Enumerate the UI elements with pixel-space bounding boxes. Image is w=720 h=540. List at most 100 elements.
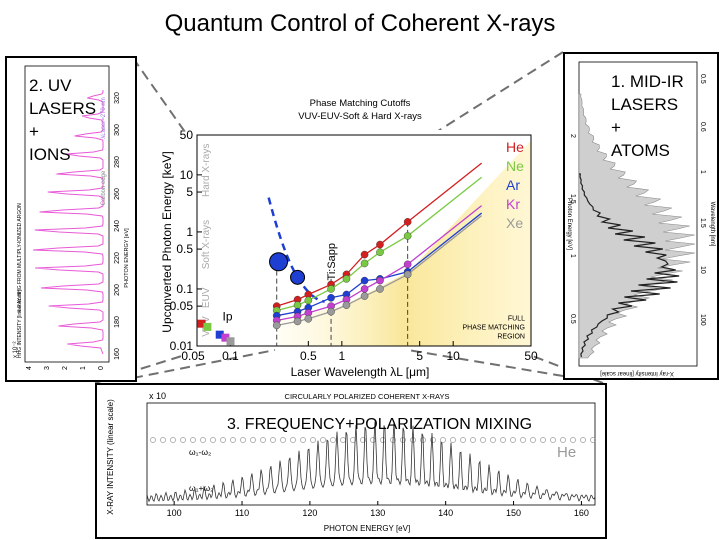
- legend-entry: Kr: [506, 196, 520, 212]
- ir-ylabel: X-ray Intensity [linear scale]: [600, 370, 674, 376]
- ip-marker: [226, 337, 235, 346]
- mix-tick-label: 140: [438, 508, 453, 518]
- polarization-marker: [430, 437, 436, 443]
- uv-tick-label: 320: [114, 92, 121, 104]
- tisapp-label: Ti:Sapp: [326, 243, 338, 281]
- uv-spectrum: 160 180 200 220 240 260 280 300 320 0 1 2 3 4 x 10⁻² PH…: [13, 65, 130, 370]
- polarization-marker: [360, 437, 366, 443]
- uv-plot-frame: [24, 65, 110, 363]
- uv-tick-label: 180: [114, 316, 121, 328]
- ir-right-tick-label: 10: [699, 266, 706, 274]
- region-note: REGION: [497, 333, 525, 340]
- polarization-marker: [180, 437, 186, 443]
- polarization-marker: [530, 437, 536, 443]
- ip-marker: [221, 333, 230, 342]
- uv-ytick-label: 4: [26, 366, 33, 370]
- mix-tick-label: 100: [167, 508, 182, 518]
- large-marker: [269, 252, 289, 272]
- region-label: EUV: [201, 287, 212, 308]
- ir-tick-label: 0.5: [569, 314, 576, 324]
- data-point: [327, 307, 335, 316]
- ir-spectrum: 0.5 1 1.5 2 0.5 0.6 1 1.5 10 100 Photon Energy [eV…: [566, 61, 715, 376]
- mix-tick-label: 160: [574, 508, 589, 518]
- label-line: ATOMS: [611, 141, 670, 160]
- data-point: [360, 292, 369, 300]
- chart-title: Phase Matching Cutoffs: [310, 98, 411, 109]
- data-point: [360, 250, 369, 259]
- polarization-marker: [210, 437, 216, 443]
- ir-tick-label: 2: [569, 134, 576, 138]
- polarization-marker: [520, 437, 526, 443]
- phase-matching-region: [276, 140, 531, 346]
- data-point: [304, 314, 313, 323]
- mix-exponent: x 10: [149, 391, 166, 401]
- y-tick-label: 10: [180, 168, 194, 182]
- ip-marker: [197, 319, 206, 328]
- data-point: [327, 293, 335, 302]
- mix-tick-label: 130: [370, 508, 385, 518]
- polarization-marker: [540, 437, 546, 443]
- y-axis-label: Upconverted Photon Energy [keV]: [160, 151, 174, 332]
- data-point: [293, 317, 302, 326]
- data-point: [403, 218, 412, 226]
- label-line: IONS: [29, 145, 71, 164]
- polarization-marker: [500, 437, 506, 443]
- y-tick-label: 0.01: [170, 339, 194, 353]
- polarization-marker: [240, 437, 246, 443]
- polarization-marker: [440, 437, 446, 443]
- uv-ytick-label: 1: [80, 366, 87, 370]
- polarization-marker: [320, 437, 326, 443]
- region-note: PHASE MATCHING: [463, 324, 526, 331]
- mix-plot-title: CIRCULARLY POLARIZED COHERENT X-RAYS: [285, 392, 450, 401]
- data-point: [376, 240, 384, 249]
- uv-tick-label: 160: [114, 348, 121, 360]
- ir-right-label: Wavelength [nm]: [709, 202, 715, 247]
- label-line: +: [29, 122, 39, 141]
- mixing-spectrum: CIRCULARLY POLARIZED COHERENT X-RAYS x 10…: [106, 391, 596, 533]
- x-tick-label: 10: [447, 349, 461, 363]
- polarization-marker: [160, 437, 166, 443]
- ir-right-tick-label: 0.6: [699, 122, 706, 132]
- uv-tick-label: 220: [114, 252, 121, 264]
- data-point: [342, 301, 351, 309]
- polarization-marker: [450, 437, 456, 443]
- x-tick-label: 5: [416, 349, 423, 363]
- uv-tick-label: 240: [114, 220, 121, 232]
- label-line: LASERS: [29, 99, 97, 118]
- data-point: [342, 275, 351, 283]
- polarization-marker: [550, 437, 556, 443]
- label-line: +: [611, 118, 621, 137]
- polarization-marker: [250, 437, 256, 443]
- mix-plot-frame: [146, 402, 596, 506]
- label-line: LASERS: [611, 95, 679, 114]
- x-tick-label: 0.5: [300, 349, 317, 363]
- legend-entry: Xe: [506, 215, 523, 231]
- data-point: [403, 232, 412, 240]
- label-line: 2. UV: [29, 76, 72, 95]
- chart-subtitle: VUV-EUV-Soft & Hard X-rays: [298, 111, 422, 122]
- ip-marker: [203, 322, 212, 331]
- polarization-marker: [280, 437, 286, 443]
- polarization-marker: [480, 437, 486, 443]
- ip-marker: [215, 330, 224, 339]
- uv-laser-label: λLaser=270 nm: [101, 97, 107, 139]
- uv-exponent: x 10⁻²: [13, 341, 19, 358]
- uv-ytick-label: 3: [44, 366, 51, 370]
- x-axis-label: Laser Wavelength λL [μm]: [291, 365, 430, 379]
- data-point: [360, 259, 369, 268]
- mix-xlabel: PHOTON ENERGY [eV]: [324, 524, 410, 533]
- data-point: [376, 248, 384, 257]
- region-note: FULL: [508, 315, 525, 322]
- data-point: [304, 296, 313, 305]
- omega-diff-label: ω₁-ω₂: [189, 447, 211, 457]
- y-tick-label: 0.1: [176, 282, 193, 296]
- polarization-marker: [330, 437, 336, 443]
- mix-element-label: He: [557, 444, 576, 461]
- uv-edge-label: Carbon edge: [101, 170, 107, 205]
- label-line: 1. MID-IR: [611, 72, 684, 91]
- polarization-marker: [260, 437, 266, 443]
- data-point: [403, 270, 412, 279]
- large-marker: [290, 269, 306, 285]
- ir-right-tick-label: 0.5: [699, 74, 706, 84]
